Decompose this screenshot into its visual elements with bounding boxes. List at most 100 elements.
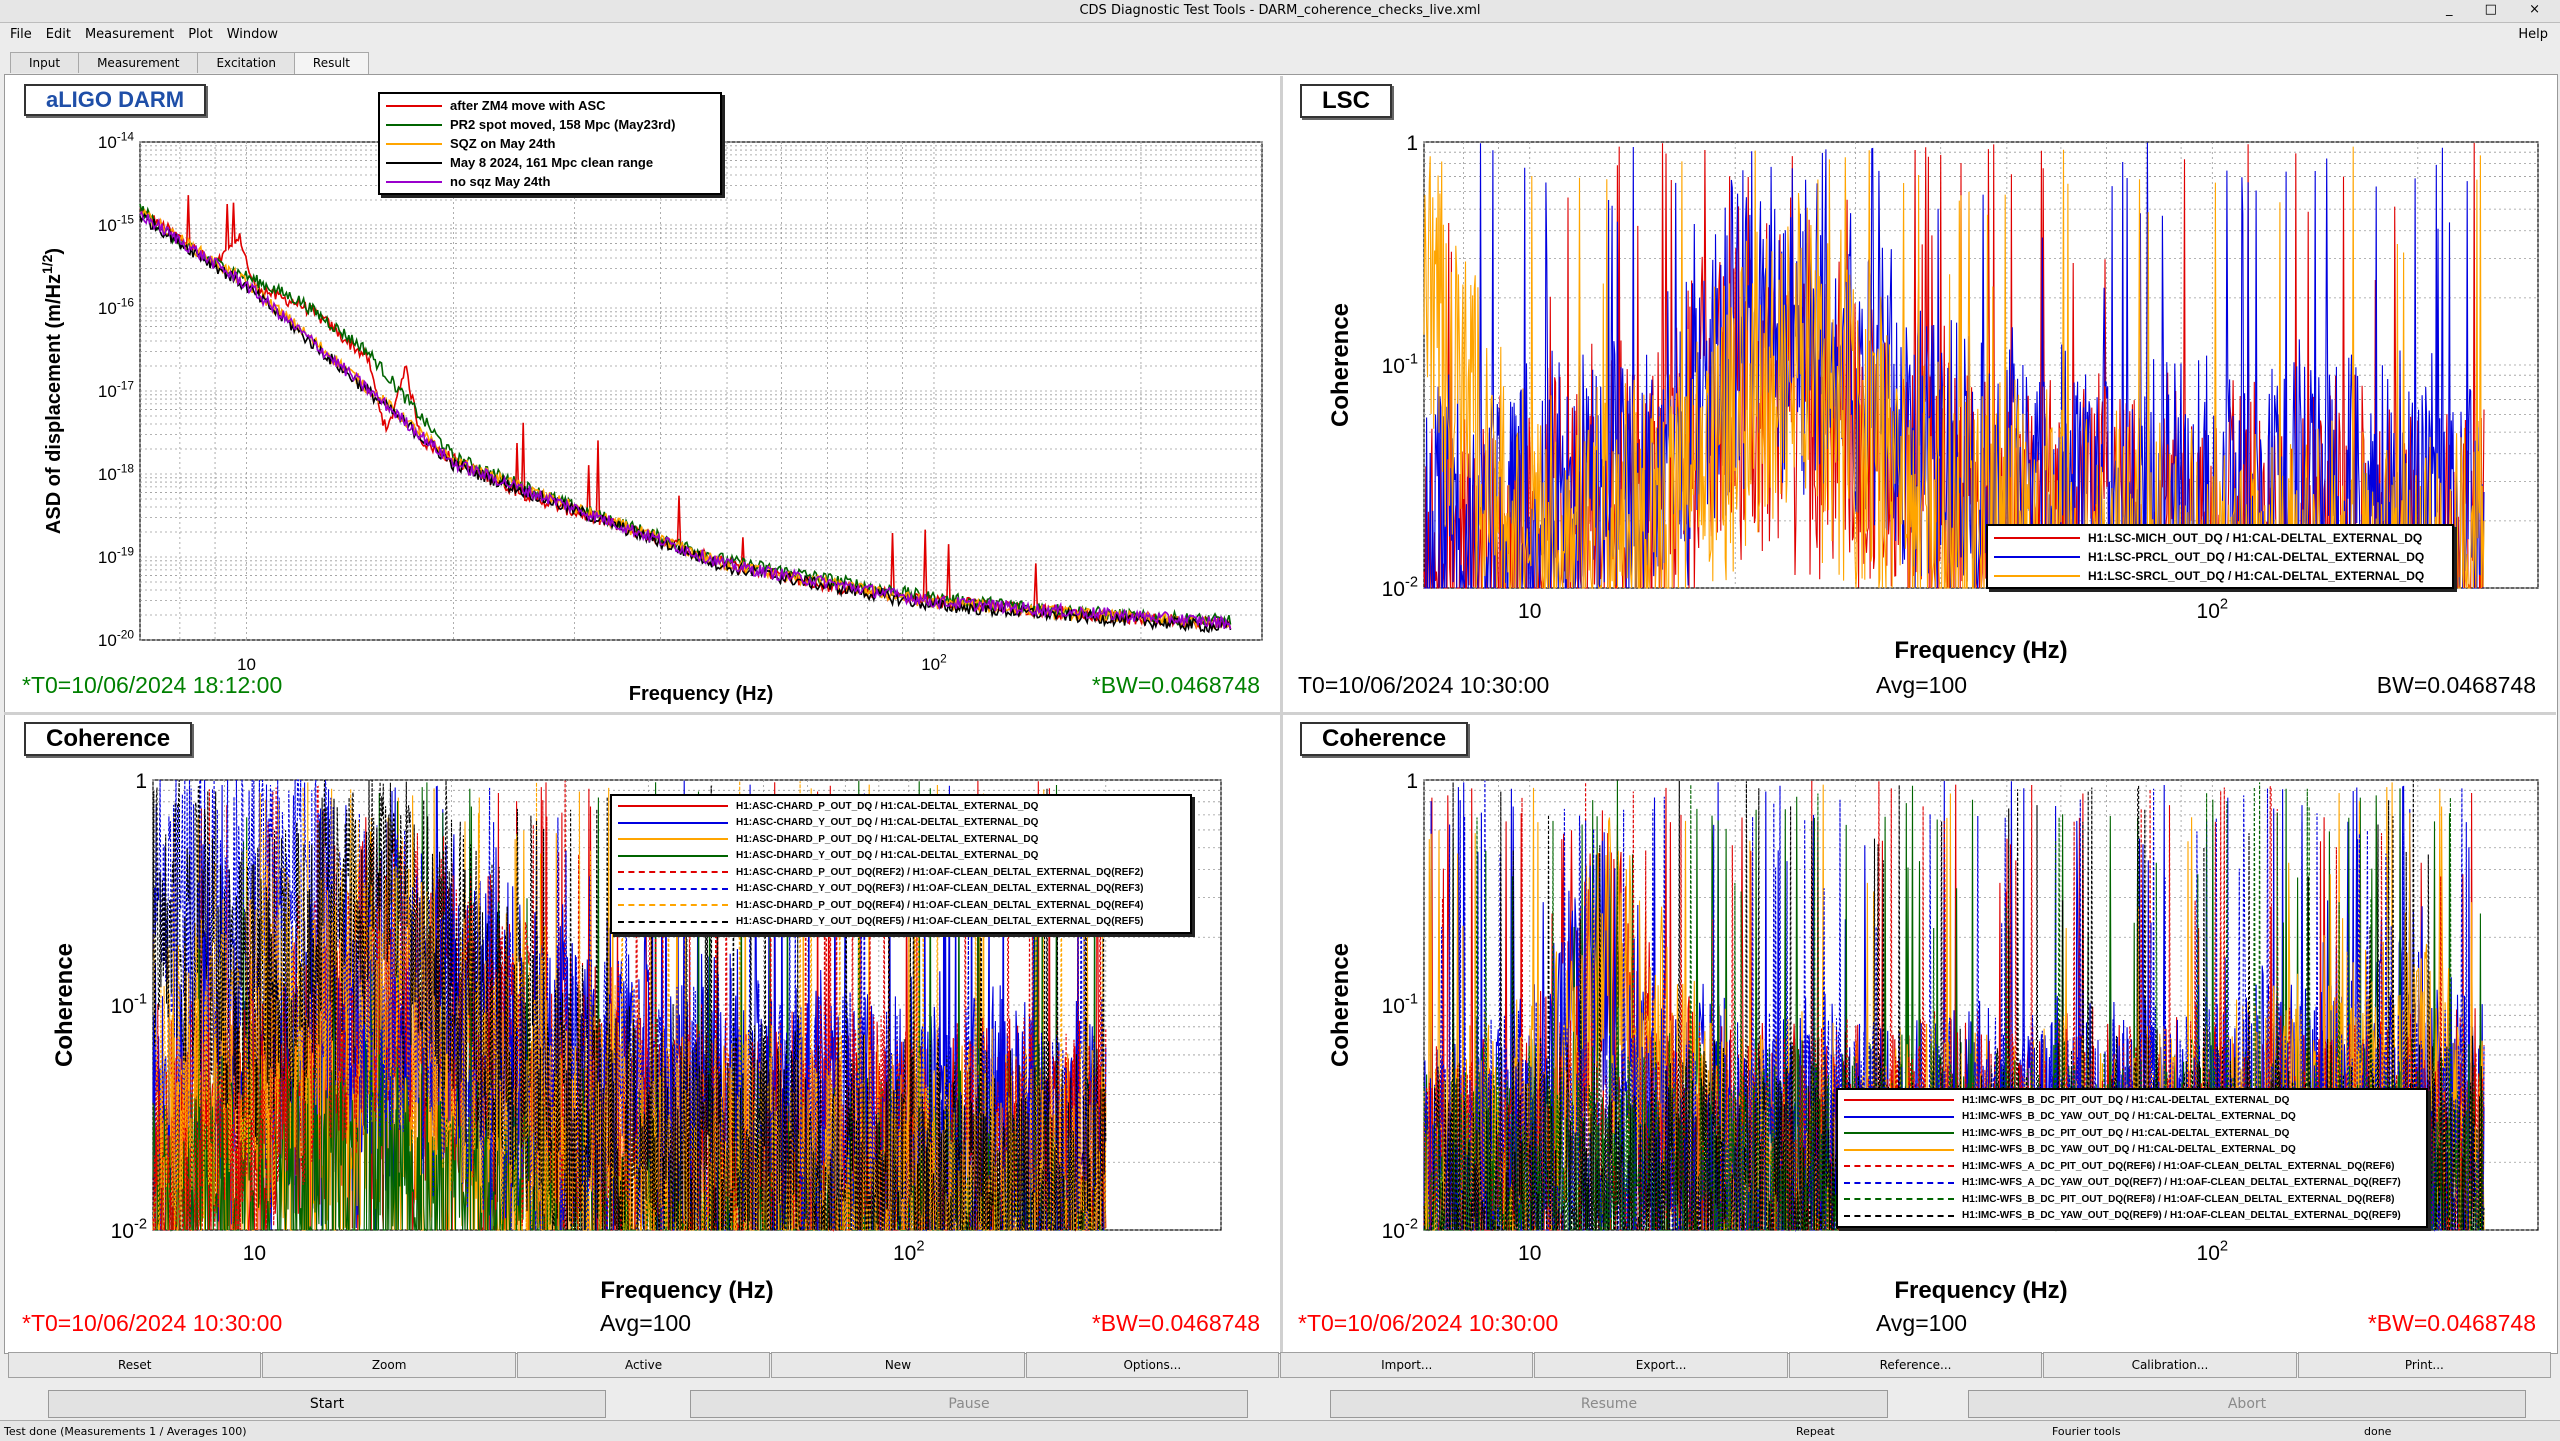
x-axis-title: Frequency (Hz) bbox=[600, 1277, 773, 1304]
menu-window[interactable]: Window bbox=[226, 27, 278, 42]
y-tick-label: 10-1 bbox=[111, 992, 147, 1018]
legend-entry: H1:IMC-WFS_B_DC_PIT_OUT_DQ / H1:CAL-DELT… bbox=[1838, 1125, 2426, 1142]
zoom-button[interactable]: Zoom bbox=[262, 1352, 516, 1378]
legend-swatch bbox=[386, 161, 442, 164]
legend-entry: H1:IMC-WFS_B_DC_PIT_OUT_DQ / H1:CAL-DELT… bbox=[1838, 1092, 2426, 1109]
tab-measurement[interactable]: Measurement bbox=[78, 52, 199, 73]
legend-label: H1:LSC-MICH_OUT_DQ / H1:CAL-DELTAL_EXTER… bbox=[2088, 530, 2423, 545]
x-axis-title: Frequency (Hz) bbox=[1894, 637, 2067, 664]
legend-swatch bbox=[618, 920, 728, 923]
series-line-7 bbox=[1423, 780, 2485, 1233]
y-tick-label: 10-1 bbox=[1382, 992, 1418, 1018]
resume-button[interactable]: Resume bbox=[1330, 1390, 1888, 1418]
legend-label: H1:LSC-SRCL_OUT_DQ / H1:CAL-DELTAL_EXTER… bbox=[2088, 568, 2425, 583]
plot-pad-coherence-asc[interactable]: 1 10-1 10-2 10 102 Frequency (Hz) Coherence Coh… bbox=[10, 718, 1274, 1348]
series-line-6 bbox=[152, 780, 1107, 1231]
legend-swatch bbox=[618, 805, 728, 808]
menu-help[interactable]: Help bbox=[2518, 27, 2548, 42]
series-line-4 bbox=[152, 780, 1107, 1233]
tab-result[interactable]: Result bbox=[293, 52, 369, 75]
legend-label: H1:ASC-DHARD_P_OUT_DQ(REF4) / H1:OAF-CLE… bbox=[736, 899, 1144, 911]
pad-title: Coherence bbox=[24, 722, 193, 756]
chart-svg: 1 10-1 10-2 10 102 Frequency (Hz) Coherence bbox=[1327, 770, 2539, 1304]
legend-label: H1:ASC-CHARD_Y_OUT_DQ / H1:CAL-DELTAL_EX… bbox=[736, 817, 1039, 829]
y-tick-label: 10-2 bbox=[1382, 575, 1418, 601]
legend-entry: May 8 2024, 161 Mpc clean range bbox=[380, 153, 720, 172]
legend-label: H1:ASC-DHARD_P_OUT_DQ / H1:CAL-DELTAL_EX… bbox=[736, 833, 1039, 845]
legend-entry: H1:IMC-WFS_A_DC_PIT_OUT_DQ(REF6) / H1:OA… bbox=[1838, 1158, 2426, 1175]
legend-label: H1:IMC-WFS_A_DC_PIT_OUT_DQ(REF6) / H1:OA… bbox=[1962, 1160, 2395, 1172]
tab-excitation[interactable]: Excitation bbox=[197, 52, 295, 73]
legend-entry: H1:LSC-MICH_OUT_DQ / H1:CAL-DELTAL_EXTER… bbox=[1988, 528, 2452, 547]
window-title: CDS Diagnostic Test Tools - DARM_coheren… bbox=[1079, 3, 1481, 18]
legend: after ZM4 move with ASC PR2 spot moved, 1… bbox=[378, 92, 722, 195]
legend-label: H1:IMC-WFS_B_DC_YAW_OUT_DQ(REF9) / H1:OA… bbox=[1962, 1210, 2401, 1222]
legend-label: H1:LSC-PRCL_OUT_DQ / H1:CAL-DELTAL_EXTER… bbox=[2088, 549, 2425, 564]
footer-avg: Avg=100 bbox=[1876, 1310, 1968, 1336]
legend-label: H1:IMC-WFS_B_DC_PIT_OUT_DQ(REF8) / H1:OA… bbox=[1962, 1193, 2395, 1205]
x-axis-title: Frequency (Hz) bbox=[1894, 1277, 2067, 1304]
reference-button[interactable]: Reference... bbox=[1788, 1352, 2043, 1378]
status-repeat: Repeat bbox=[1796, 1425, 1835, 1438]
menu-plot[interactable]: Plot bbox=[188, 27, 213, 42]
series-line-4 bbox=[139, 210, 1232, 630]
legend-label: SQZ on May 24th bbox=[450, 136, 556, 151]
plot-pad-darm[interactable]: 10-14 10-15 10-16 10-17 10-18 10-19 10-20 10 102… bbox=[10, 80, 1274, 710]
legend-entry: after ZM4 move with ASC bbox=[380, 96, 720, 115]
menu-measurement[interactable]: Measurement bbox=[84, 27, 175, 42]
legend-swatch bbox=[1844, 1148, 1954, 1151]
plot-pad-coherence-imc[interactable]: 1 10-1 10-2 10 102 Frequency (Hz) Coherence Coh… bbox=[1286, 718, 2550, 1348]
reset-button[interactable]: Reset bbox=[8, 1352, 262, 1378]
legend-swatch bbox=[1844, 1165, 1954, 1168]
x-tick-label: 10 bbox=[1518, 600, 1541, 623]
calibration-button[interactable]: Calibration... bbox=[2043, 1352, 2297, 1378]
x-tick-label: 102 bbox=[2197, 1239, 2229, 1265]
footer-t0: *T0=10/06/2024 10:30:00 bbox=[22, 1310, 283, 1336]
print-button[interactable]: Print... bbox=[2297, 1352, 2552, 1378]
legend-swatch bbox=[618, 887, 728, 890]
footer-avg: Avg=100 bbox=[1876, 672, 1968, 698]
legend-entry: H1:ASC-DHARD_Y_OUT_DQ / H1:CAL-DELTAL_EX… bbox=[612, 848, 1190, 865]
start-button[interactable]: Start bbox=[48, 1390, 606, 1418]
menu-edit[interactable]: Edit bbox=[45, 27, 71, 42]
legend-entry: H1:ASC-CHARD_Y_OUT_DQ(REF3) / H1:OAF-CLE… bbox=[612, 881, 1190, 898]
footer-bw: *BW=0.0468748 bbox=[2367, 1310, 2536, 1336]
grid bbox=[139, 141, 1263, 641]
legend-label: H1:ASC-CHARD_P_OUT_DQ / H1:CAL-DELTAL_EX… bbox=[736, 800, 1039, 812]
legend: H1:LSC-MICH_OUT_DQ / H1:CAL-DELTAL_EXTER… bbox=[1986, 524, 2454, 589]
legend-swatch bbox=[1994, 574, 2080, 577]
legend-label: H1:ASC-DHARD_Y_OUT_DQ(REF5) / H1:OAF-CLE… bbox=[736, 916, 1144, 928]
abort-button[interactable]: Abort bbox=[1968, 1390, 2526, 1418]
legend-label: H1:IMC-WFS_B_DC_PIT_OUT_DQ / H1:CAL-DELT… bbox=[1962, 1094, 2290, 1106]
pad-title: Coherence bbox=[1300, 722, 1469, 756]
y-axis-title: Coherence bbox=[51, 943, 78, 1067]
chart-svg: 10-14 10-15 10-16 10-17 10-18 10-19 10-20 10 102… bbox=[39, 129, 1263, 705]
footer-bw: BW=0.0468748 bbox=[2376, 672, 2536, 698]
plot-pad-lsc[interactable]: 1 10-1 10-2 10 102 Frequency (Hz) Coherence LSC… bbox=[1286, 80, 2550, 710]
legend-label: after ZM4 move with ASC bbox=[450, 98, 606, 113]
new-button[interactable]: New bbox=[771, 1352, 1025, 1378]
y-axis-title: Coherence bbox=[1327, 303, 1354, 427]
import-button[interactable]: Import... bbox=[1280, 1352, 1534, 1378]
active-button[interactable]: Active bbox=[516, 1352, 771, 1378]
x-tick-label: 102 bbox=[2197, 597, 2229, 623]
window-titlebar: CDS Diagnostic Test Tools - DARM_coheren… bbox=[0, 0, 2560, 23]
y-tick-label: 10-20 bbox=[98, 627, 134, 650]
tab-input[interactable]: Input bbox=[10, 52, 80, 73]
legend-entry: H1:ASC-DHARD_P_OUT_DQ / H1:CAL-DELTAL_EX… bbox=[612, 831, 1190, 848]
legend-entry: PR2 spot moved, 158 Mpc (May23rd) bbox=[380, 115, 720, 134]
legend-swatch bbox=[618, 838, 728, 841]
x-tick-label: 10 bbox=[237, 655, 256, 674]
window-controls[interactable]: _ □ × bbox=[2446, 2, 2554, 17]
options-button[interactable]: Options... bbox=[1025, 1352, 1280, 1378]
x-tick-label: 10 bbox=[243, 1242, 266, 1265]
menu-file[interactable]: File bbox=[10, 27, 32, 42]
legend-entry: H1:IMC-WFS_B_DC_YAW_OUT_DQ / H1:CAL-DELT… bbox=[1838, 1109, 2426, 1126]
legend-swatch bbox=[1844, 1115, 1954, 1118]
legend-swatch bbox=[1844, 1099, 1954, 1102]
legend-entry: no sqz May 24th bbox=[380, 172, 720, 191]
export-button[interactable]: Export... bbox=[1534, 1352, 1788, 1378]
legend-swatch bbox=[1844, 1132, 1954, 1135]
pause-button[interactable]: Pause bbox=[690, 1390, 1248, 1418]
legend-entry: H1:ASC-CHARD_P_OUT_DQ(REF2) / H1:OAF-CLE… bbox=[612, 864, 1190, 881]
